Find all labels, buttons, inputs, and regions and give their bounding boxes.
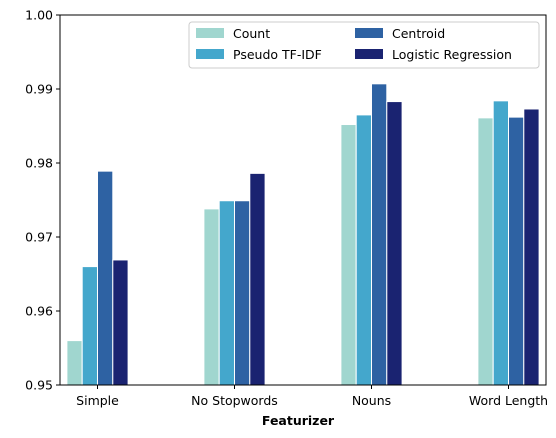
bars-layer — [66, 83, 540, 386]
legend-label: Pseudo TF-IDF — [233, 47, 322, 62]
bar-logistic-regression-simple — [112, 259, 129, 386]
legend-label: Logistic Regression — [392, 47, 512, 62]
bar-logistic-regression-no-stopwords — [249, 172, 266, 386]
bar-logistic-regression-word-length — [523, 108, 540, 386]
legend-frame — [188, 21, 540, 69]
x-tick-label: Nouns — [352, 393, 391, 408]
legend-swatch — [196, 49, 224, 59]
bar-count-no-stopwords — [203, 208, 220, 386]
bar-count-word-length — [477, 117, 494, 386]
bar-centroid-word-length — [508, 116, 525, 386]
y-tick-label: 1.00 — [25, 8, 53, 23]
x-axis-title: Featurizer — [262, 413, 335, 428]
bar-pseudo-tf-idf-simple — [81, 266, 98, 386]
legend-swatch — [355, 28, 383, 38]
legend-swatch — [355, 49, 383, 59]
legend-label: Count — [233, 26, 270, 41]
bar-pseudo-tf-idf-nouns — [355, 114, 373, 386]
y-axis: 0.95 0.96 0.97 0.98 0.99 1.00 — [25, 8, 60, 393]
y-tick-label: 0.98 — [25, 156, 53, 171]
x-tick-label: No Stopwords — [191, 393, 278, 408]
bar-centroid-simple — [97, 170, 114, 386]
bar-logistic-regression-nouns — [386, 101, 403, 386]
legend-label: Centroid — [392, 26, 445, 41]
plot-frame — [59, 14, 547, 386]
y-tick-label: 0.96 — [25, 304, 53, 319]
bar-centroid-nouns — [371, 83, 388, 386]
x-tick-label: Word Length — [469, 393, 548, 408]
bar-count-simple — [66, 340, 83, 386]
bar-pseudo-tf-idf-word-length — [492, 100, 510, 386]
bar-count-nouns — [340, 124, 357, 386]
legend: Count Pseudo TF-IDF Centroid Logistic Regre… — [188, 21, 540, 69]
y-tick-label: 0.99 — [25, 82, 53, 97]
y-tick-label: 0.97 — [25, 230, 53, 245]
legend-swatch — [196, 28, 224, 38]
x-tick-label: Simple — [76, 393, 119, 408]
x-axis: Simple No Stopwords Nouns Word Length — [76, 385, 548, 408]
bar-pseudo-tf-idf-no-stopwords — [218, 200, 235, 386]
bar-centroid-no-stopwords — [234, 200, 251, 386]
y-tick-label: 0.95 — [25, 378, 53, 393]
